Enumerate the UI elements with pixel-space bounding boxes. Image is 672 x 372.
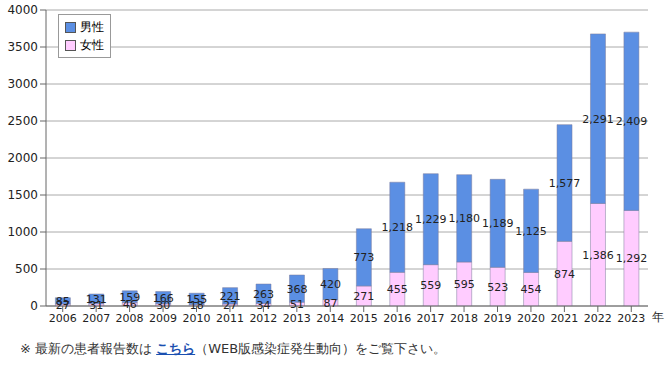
svg-text:年: 年 bbox=[652, 310, 664, 324]
svg-text:51: 51 bbox=[290, 298, 304, 311]
svg-text:166: 166 bbox=[153, 292, 174, 305]
svg-text:0: 0 bbox=[30, 299, 38, 313]
svg-text:46: 46 bbox=[122, 298, 137, 312]
svg-text:155: 155 bbox=[186, 293, 207, 306]
svg-text:85: 85 bbox=[56, 295, 70, 308]
svg-text:27: 27 bbox=[223, 298, 238, 312]
svg-text:1,125: 1,125 bbox=[515, 225, 547, 238]
svg-text:3000: 3000 bbox=[8, 77, 38, 91]
svg-text:420: 420 bbox=[320, 278, 341, 291]
svg-text:2014: 2014 bbox=[316, 312, 344, 325]
svg-text:1,386: 1,386 bbox=[582, 249, 614, 262]
svg-text:2012: 2012 bbox=[249, 312, 277, 325]
svg-text:1,189: 1,189 bbox=[482, 217, 514, 230]
svg-text:1,577: 1,577 bbox=[549, 177, 581, 190]
svg-text:2000: 2000 bbox=[8, 151, 38, 165]
html-text:※ 最新の患者報告数はこちら（WEB版感染症発生動向）をご覧: ※ 最新の患者報告数はこちら（WEB版感染症発生動向）をご覧下さい。 bbox=[20, 341, 447, 356]
svg-text:523: 523 bbox=[487, 281, 508, 294]
svg-text:2006: 2006 bbox=[49, 312, 77, 325]
svg-text:1000: 1000 bbox=[8, 225, 38, 239]
svg-text:595: 595 bbox=[454, 278, 475, 291]
svg-text:368: 368 bbox=[286, 283, 307, 296]
svg-text:874: 874 bbox=[554, 268, 575, 281]
svg-text:2007: 2007 bbox=[82, 312, 110, 325]
svg-text:30: 30 bbox=[156, 298, 171, 312]
svg-text:2,409: 2,409 bbox=[616, 115, 648, 128]
svg-text:221: 221 bbox=[220, 290, 241, 303]
svg-text:773: 773 bbox=[353, 251, 374, 264]
svg-text:1,229: 1,229 bbox=[415, 213, 447, 226]
svg-text:1,180: 1,180 bbox=[448, 212, 480, 225]
svg-text:2016: 2016 bbox=[383, 312, 411, 325]
svg-text:2011: 2011 bbox=[216, 312, 244, 325]
svg-text:1,292: 1,292 bbox=[616, 252, 648, 265]
svg-text:2500: 2500 bbox=[8, 114, 38, 128]
svg-text:2017: 2017 bbox=[417, 312, 445, 325]
svg-text:2013: 2013 bbox=[283, 312, 311, 325]
svg-text:2019: 2019 bbox=[484, 312, 512, 325]
svg-text:87: 87 bbox=[323, 297, 337, 310]
svg-text:1,218: 1,218 bbox=[382, 221, 414, 234]
svg-text:500: 500 bbox=[15, 262, 38, 276]
html-text:男性: 男性 bbox=[80, 20, 104, 34]
svg-text:3500: 3500 bbox=[8, 40, 38, 54]
svg-text:2008: 2008 bbox=[116, 312, 144, 325]
svg-text:2022: 2022 bbox=[584, 312, 612, 325]
svg-text:2015: 2015 bbox=[350, 312, 378, 325]
svg-text:559: 559 bbox=[420, 279, 441, 292]
svg-text:2021: 2021 bbox=[550, 312, 578, 325]
svg-text:34: 34 bbox=[256, 298, 271, 312]
svg-text:159: 159 bbox=[119, 291, 140, 304]
svg-text:454: 454 bbox=[521, 283, 542, 296]
svg-text:2010: 2010 bbox=[183, 312, 211, 325]
svg-text:2023: 2023 bbox=[617, 312, 645, 325]
svg-text:131: 131 bbox=[86, 293, 107, 306]
svg-text:2,291: 2,291 bbox=[582, 113, 614, 126]
svg-text:4000: 4000 bbox=[8, 3, 38, 17]
svg-text:455: 455 bbox=[387, 283, 408, 296]
svg-text:2018: 2018 bbox=[450, 312, 478, 325]
html-text:女性: 女性 bbox=[80, 38, 104, 52]
svg-text:263: 263 bbox=[253, 288, 274, 301]
svg-text:2020: 2020 bbox=[517, 312, 545, 325]
svg-text:1500: 1500 bbox=[8, 188, 38, 202]
svg-text:271: 271 bbox=[353, 290, 374, 303]
svg-text:2009: 2009 bbox=[149, 312, 177, 325]
